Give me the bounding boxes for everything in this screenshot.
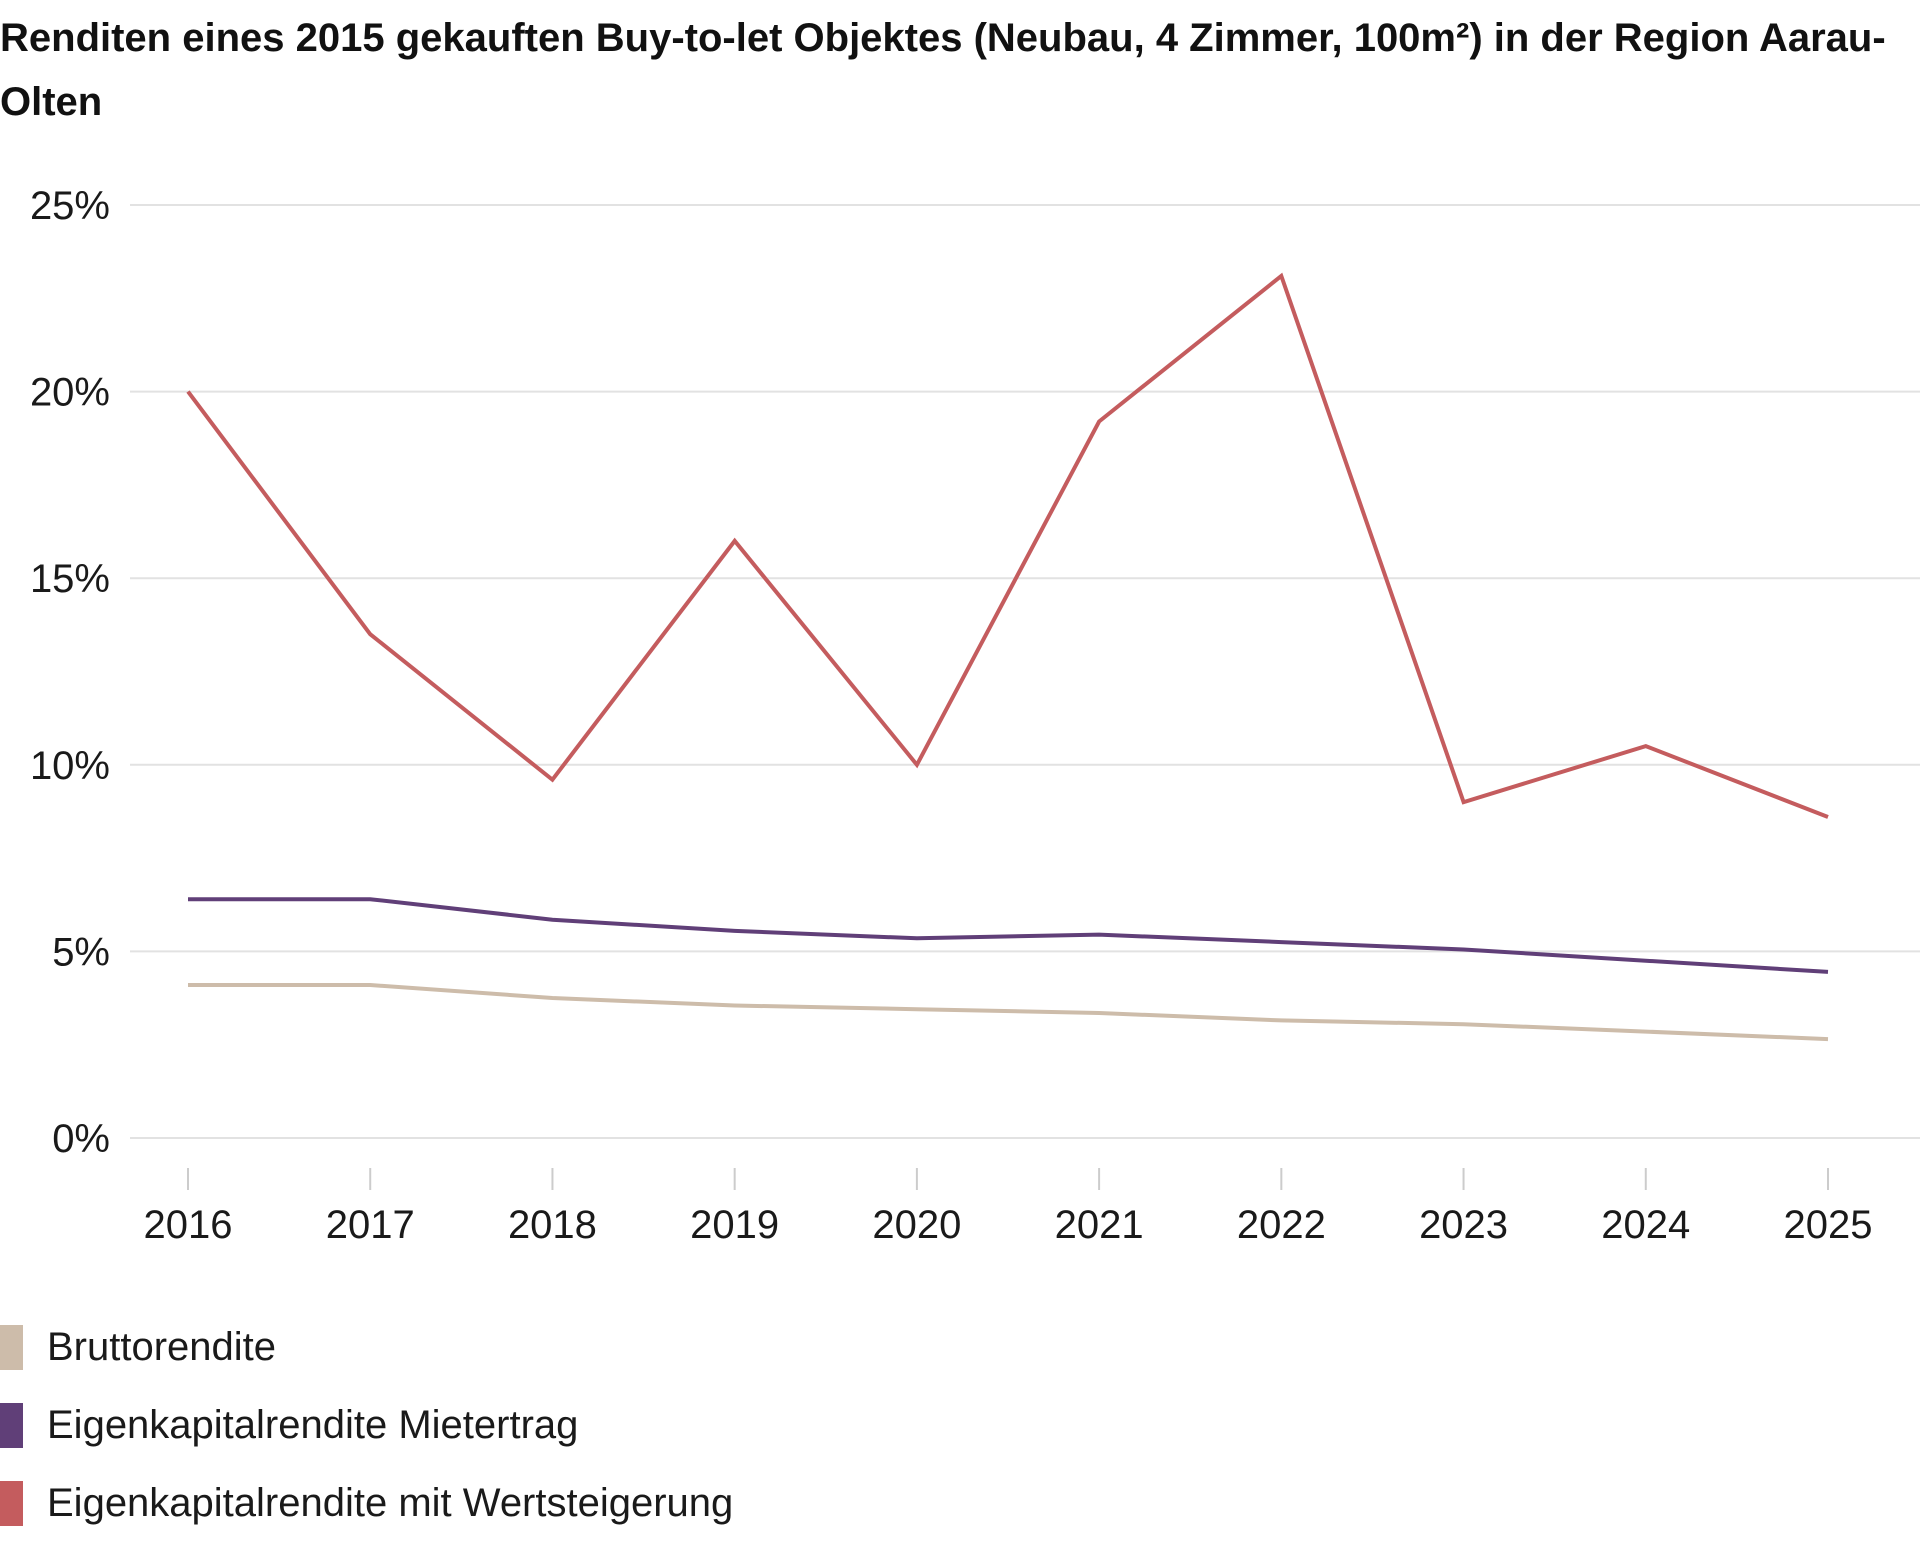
legend-label: Eigenkapitalrendite mit Wertsteigerung: [47, 1480, 734, 1525]
x-tick-label: 2017: [326, 1203, 415, 1247]
series-lines: [186, 272, 1829, 1042]
y-tick-label: 10%: [30, 744, 110, 788]
legend-item: Bruttorendite: [0, 1308, 733, 1386]
legend-label: Bruttorendite: [47, 1324, 277, 1369]
legend-swatch: [0, 1402, 23, 1448]
y-tick-label: 20%: [30, 371, 110, 415]
legend-swatch: [0, 1324, 23, 1370]
y-axis: 0% 5% 10% 15% 20% 25%: [30, 184, 110, 1161]
x-tick-label: 2024: [1601, 1203, 1690, 1247]
y-tick-label: 0%: [52, 1117, 110, 1161]
x-tick-label: 2025: [1784, 1203, 1873, 1247]
legend-swatch: [0, 1480, 23, 1526]
grid-lines: [130, 204, 1920, 1139]
legend-item: Eigenkapitalrendite Mietertrag: [0, 1386, 733, 1464]
y-tick-label: 5%: [52, 930, 110, 974]
y-tick-label: 25%: [30, 184, 110, 228]
chart-title: Renditen eines 2015 gekauften Buy-to-let…: [0, 16, 1886, 124]
series-line-2: [188, 897, 1829, 974]
series-line-3: [186, 272, 1829, 819]
x-axis: 2016 2017 2018 2019 2020 2021 2022 2023 2024 2025: [144, 1168, 1873, 1247]
series-line-1: [188, 983, 1829, 1042]
legend-item: Eigenkapitalrendite mit Wertsteigerung: [0, 1464, 733, 1542]
legend-label: Eigenkapitalrendite Mietertrag: [47, 1402, 579, 1447]
legend: Bruttorendite Eigenkapitalrendite Mietert…: [0, 1308, 733, 1542]
x-tick-label: 2021: [1055, 1203, 1144, 1247]
x-tick-label: 2020: [872, 1203, 961, 1247]
x-tick-label: 2016: [144, 1203, 233, 1247]
x-tick-label: 2022: [1237, 1203, 1326, 1247]
y-tick-label: 15%: [30, 557, 110, 601]
x-tick-label: 2018: [508, 1203, 597, 1247]
x-tick-label: 2023: [1419, 1203, 1508, 1247]
line-chart: 0% 5% 10% 15% 20% 25% 2016 2017 2018 2019 2020 202…: [30, 184, 1920, 1247]
x-tick-label: 2019: [690, 1203, 779, 1247]
